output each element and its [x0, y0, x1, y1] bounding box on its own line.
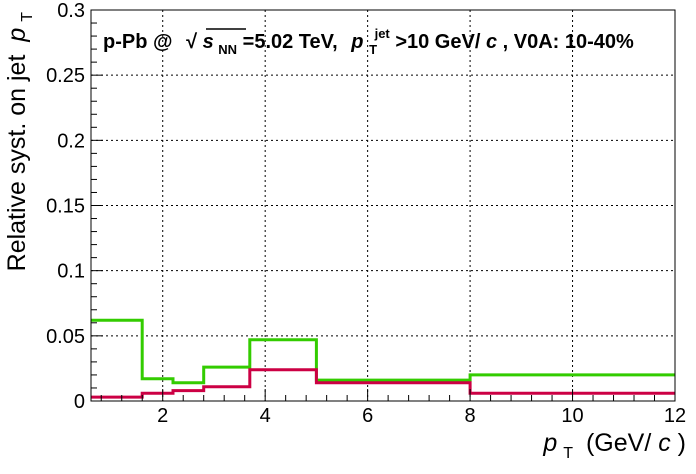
- series-group: [91, 318, 675, 399]
- y-axis-title: Relative syst. on jet p T: [3, 12, 36, 272]
- y-tick-label: 0.05: [46, 326, 85, 348]
- x-tick-label: 12: [664, 405, 686, 427]
- grid-lines: [91, 10, 675, 401]
- x-axis-title: p T (GeV/ c ): [542, 429, 686, 464]
- series-line-2: [91, 368, 675, 399]
- axis-ticks: [91, 9, 676, 402]
- annotation: p-Pb @ √ s NN =5.02 TeV, p T jet >10 GeV…: [103, 21, 634, 59]
- x-tick-label: 4: [260, 405, 271, 427]
- y-tick-label: 0.25: [46, 65, 85, 87]
- x-tick-label: 2: [157, 405, 168, 427]
- y-tick-label: 0.1: [57, 261, 85, 283]
- x-tick-label: 8: [465, 405, 476, 427]
- y-tick-label: 0.15: [46, 196, 85, 218]
- x-tick-label: 6: [362, 405, 373, 427]
- y-tick-label: 0: [74, 391, 85, 413]
- series-line-1: [91, 318, 675, 385]
- y-tick-label: 0.2: [57, 130, 85, 152]
- tick-labels: 2 4 6 8 10 12 0 0.05 0.1 0.15 0.2 0.25 0.3: [46, 0, 686, 427]
- x-tick-label: 10: [561, 405, 583, 427]
- y-tick-label: 0.3: [57, 0, 85, 22]
